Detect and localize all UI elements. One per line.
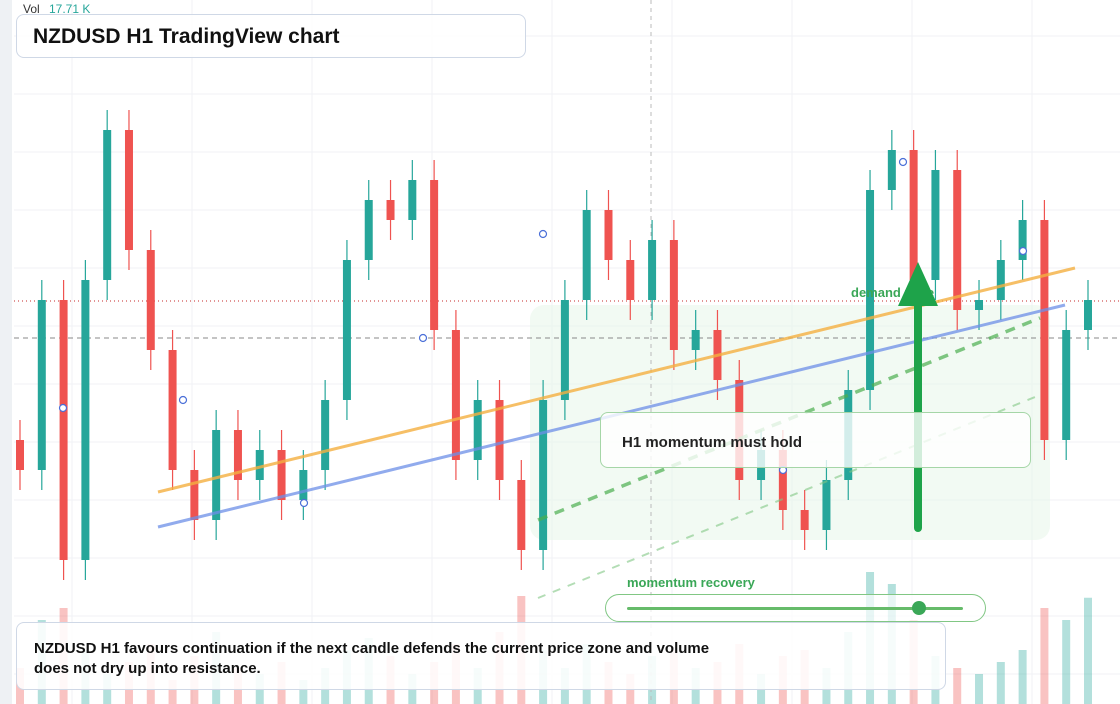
candle-body	[430, 180, 439, 330]
left-edge	[0, 0, 12, 704]
candle-body	[800, 510, 809, 530]
candles	[16, 110, 1092, 580]
candle-body	[146, 250, 155, 350]
candle-body	[212, 430, 221, 520]
candle-body	[495, 400, 504, 480]
candle-body	[103, 130, 112, 280]
candle-body	[277, 450, 286, 500]
volume-bar	[299, 680, 308, 704]
candle-body	[190, 470, 199, 520]
volume-bar	[996, 662, 1005, 704]
slider-label: momentum recovery	[627, 575, 755, 590]
caption: NZDUSD H1 favours continuation if the ne…	[34, 640, 710, 677]
volume-bar	[1084, 597, 1092, 704]
candle-body	[996, 260, 1005, 300]
candle-body	[16, 440, 24, 470]
candle-body	[669, 240, 678, 350]
slider[interactable]	[605, 594, 986, 622]
annotation: H1 momentum must hold	[622, 434, 803, 451]
candle-body	[342, 260, 351, 400]
candle-body	[473, 400, 482, 460]
candle-body	[386, 200, 395, 220]
candle-body	[691, 330, 700, 350]
volume-bar	[1040, 608, 1049, 704]
candle-body	[59, 300, 68, 560]
candle-body	[1084, 300, 1092, 330]
volume-value: 17.71 K	[49, 2, 90, 16]
volume-bar	[1062, 620, 1071, 704]
volume-bar	[1018, 650, 1027, 704]
candle-body	[299, 470, 308, 500]
slider-track	[627, 607, 963, 610]
candle-body	[364, 200, 373, 260]
chart-title: NZDUSD H1 TradingView chart	[33, 25, 340, 48]
candle-body	[168, 350, 177, 470]
candle-body	[931, 170, 940, 280]
annotation-box: H1 momentum must hold	[600, 412, 1031, 468]
volume-label: Vol	[23, 2, 40, 16]
candle-body	[582, 210, 591, 300]
volume-bar	[975, 674, 984, 704]
candle-body	[255, 450, 264, 480]
slider-knob[interactable]	[912, 601, 926, 615]
candle-body	[81, 280, 90, 560]
candle-body	[887, 150, 896, 190]
caption-box: NZDUSD H1 favours continuation if the ne…	[16, 622, 946, 690]
candle-body	[909, 150, 918, 280]
candle-body	[778, 450, 787, 510]
candle-body	[124, 130, 133, 250]
volume-bar	[953, 668, 962, 704]
candle-body	[321, 400, 330, 470]
candle-body	[233, 430, 242, 480]
candle-body	[1018, 220, 1027, 260]
candle-body	[626, 260, 635, 300]
volume-bar	[168, 680, 177, 704]
candle-body	[539, 400, 548, 550]
candle-body	[37, 300, 46, 470]
candle-body	[975, 300, 984, 310]
arrow-head	[898, 262, 938, 306]
candle-body	[408, 180, 417, 220]
candle-body	[648, 240, 657, 300]
candle-body	[1040, 220, 1049, 440]
candle-body	[1062, 330, 1071, 440]
candle-body	[560, 300, 569, 400]
markers	[58, 157, 1028, 508]
candle-body	[822, 480, 831, 530]
candle-body	[451, 330, 460, 460]
candle-body	[953, 170, 962, 310]
candle-body	[866, 190, 875, 390]
candle-body	[604, 210, 613, 260]
title-box: NZDUSD H1 TradingView chart	[16, 14, 526, 58]
candle-body	[517, 480, 526, 550]
